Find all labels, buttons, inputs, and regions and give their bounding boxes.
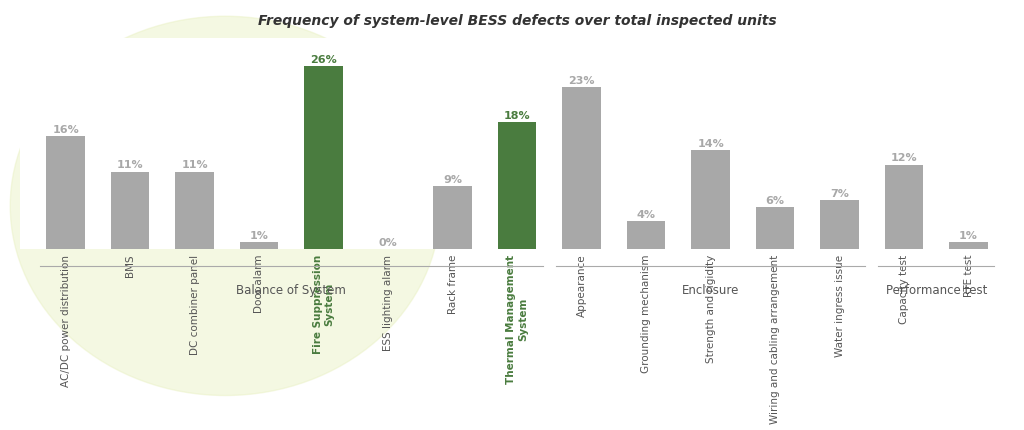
Text: 26%: 26% (310, 55, 337, 64)
Title: Frequency of system-level BESS defects over total inspected units: Frequency of system-level BESS defects o… (258, 14, 776, 28)
Text: 4%: 4% (637, 209, 655, 219)
Text: Enclosure: Enclosure (682, 284, 739, 297)
Bar (756, 207, 795, 249)
Bar (627, 221, 666, 249)
Text: 18%: 18% (504, 111, 530, 121)
Bar (691, 151, 730, 249)
Bar (433, 186, 472, 249)
Bar (885, 165, 924, 249)
Text: Performance test: Performance test (886, 284, 987, 297)
Text: 11%: 11% (117, 160, 143, 170)
Text: 9%: 9% (443, 174, 462, 184)
Text: 11%: 11% (181, 160, 208, 170)
Text: Balance of System: Balance of System (237, 284, 346, 297)
Bar (498, 123, 537, 249)
Bar (304, 67, 343, 249)
Text: 16%: 16% (52, 125, 79, 135)
Text: 7%: 7% (830, 188, 849, 198)
Bar (111, 172, 150, 249)
Bar (240, 243, 279, 249)
Bar (46, 137, 85, 249)
Text: 1%: 1% (959, 230, 978, 240)
Bar (949, 243, 988, 249)
Text: 0%: 0% (379, 237, 397, 247)
Text: 1%: 1% (250, 230, 268, 240)
Bar (820, 200, 859, 249)
Text: 12%: 12% (891, 153, 918, 163)
Bar (175, 172, 214, 249)
Text: 14%: 14% (697, 139, 724, 149)
Bar (562, 88, 601, 249)
Text: 6%: 6% (766, 195, 784, 205)
Text: 23%: 23% (568, 76, 595, 86)
